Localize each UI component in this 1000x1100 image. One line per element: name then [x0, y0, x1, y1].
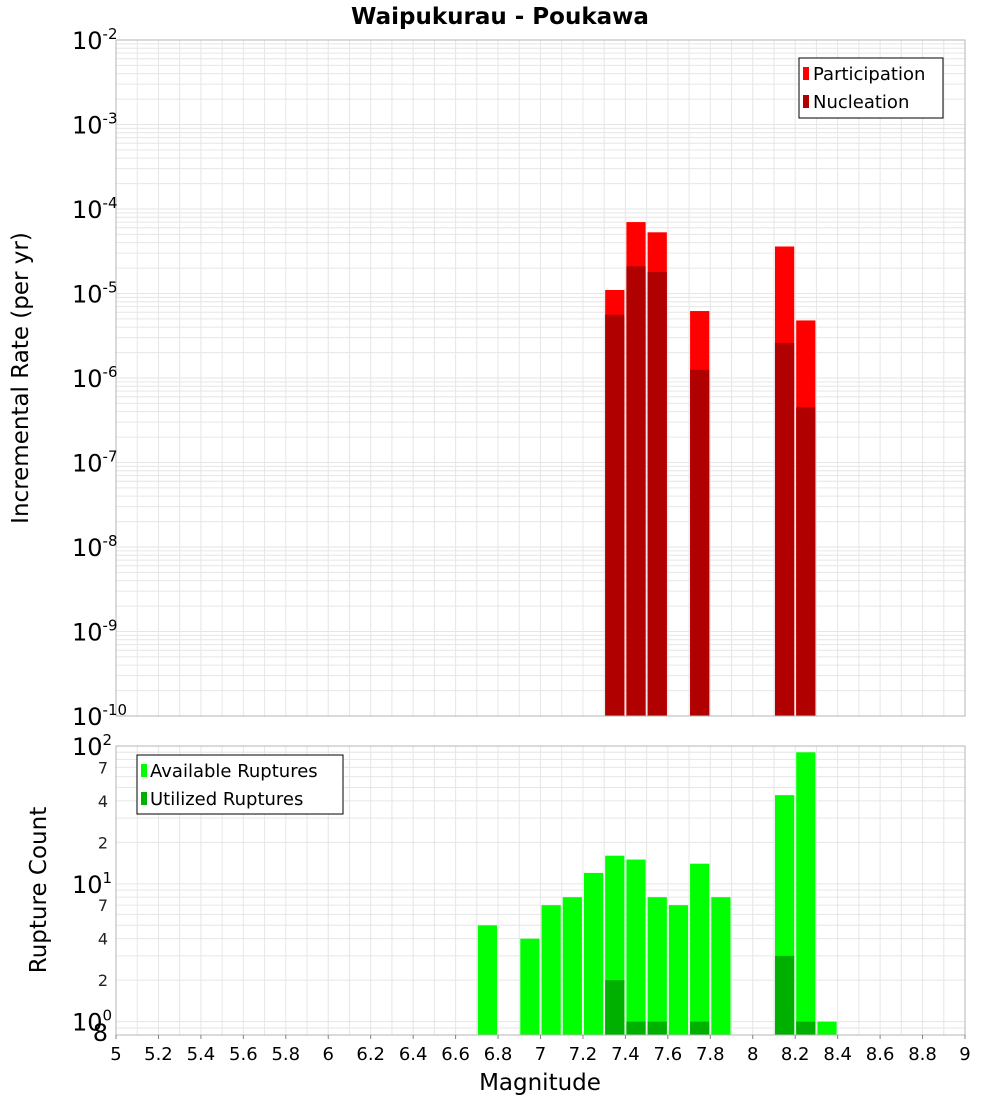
count-y-minor-label: 4	[98, 792, 108, 811]
magnitude-tick-label: 8.6	[866, 1044, 895, 1065]
available-ruptures-bar	[583, 872, 604, 1035]
utilized-ruptures-bar	[690, 1021, 710, 1035]
rate-y-tick-label: 10-2	[72, 25, 118, 55]
legend-participation-swatch	[803, 67, 809, 80]
rate-y-tick-label: 10-10	[72, 701, 127, 731]
utilized-ruptures-bar	[626, 1021, 646, 1035]
available-ruptures-bar	[668, 905, 689, 1035]
magnitude-tick-label: 7	[535, 1044, 546, 1065]
magnitude-tick-label: 5.4	[187, 1044, 216, 1065]
available-ruptures-bar	[796, 752, 816, 1035]
magnitude-tick-label: 8	[747, 1044, 758, 1065]
magnitude-tick-label: 6.8	[484, 1044, 513, 1065]
count-panel: 100 101 102 8 2 4 7 2 4 7 5 5.2 5.4 5.6 5.8 6 6.2 6.4 6.6…	[26, 731, 971, 1096]
legend-available-swatch	[141, 764, 147, 777]
nucleation-bar	[626, 266, 646, 716]
available-ruptures-bar	[647, 897, 667, 1035]
count-bars	[477, 752, 837, 1035]
available-ruptures-bar	[711, 897, 731, 1035]
available-ruptures-bar	[626, 859, 646, 1035]
rate-y-tick-label: 10-8	[72, 532, 118, 562]
rate-y-tick-label: 10-7	[72, 448, 118, 478]
utilized-ruptures-bar	[647, 1021, 667, 1035]
magnitude-tick-label: 5.2	[144, 1044, 173, 1065]
utilized-ruptures-bar	[796, 1021, 816, 1035]
utilized-ruptures-bar	[774, 955, 795, 1035]
rate-y-axis-label: Incremental Rate (per yr)	[8, 232, 34, 524]
rate-plot-frame	[115, 39, 966, 717]
count-y-minor-label: 7	[98, 896, 108, 915]
count-legend-box	[136, 754, 344, 815]
available-ruptures-bar	[477, 925, 498, 1035]
legend-nucleation-swatch	[803, 95, 809, 108]
rate-y-tick-label: 10-5	[72, 279, 118, 309]
chart-title: Waipukurau - Poukawa	[351, 4, 649, 30]
rate-bars	[605, 222, 816, 716]
magnitude-tick-label: 8.2	[781, 1044, 810, 1065]
rate-y-tick-labels: 10-10 10-9 10-8 10-7 10-6 10-5 10-4 10-3 10-2	[72, 25, 127, 731]
legend-utilized-swatch	[141, 792, 147, 805]
count-y-minor-label: 7	[98, 758, 108, 777]
count-y-minor-label: 2	[98, 833, 108, 852]
nucleation-bar	[796, 407, 816, 716]
x-axis-label: Magnitude	[479, 1070, 601, 1096]
rate-legend-box	[798, 57, 944, 119]
legend-utilized-label: Utilized Ruptures	[150, 789, 303, 810]
nucleation-bar	[605, 314, 625, 716]
legend-nucleation-label: Nucleation	[813, 92, 909, 113]
magnitude-tick-labels: 5 5.2 5.4 5.6 5.8 6 6.2 6.4 6.6 6.8 7 7.2 7.4 7.6 7.8 8…	[110, 1035, 971, 1065]
magnitude-tick-label: 7.4	[611, 1044, 640, 1065]
rate-y-tick-label: 10-9	[72, 617, 118, 647]
nucleation-bar	[690, 369, 710, 716]
count-y-minor-label: 4	[98, 930, 108, 949]
magnitude-tick-label: 6.6	[441, 1044, 470, 1065]
count-y-tick-label: 100	[72, 1007, 112, 1037]
magnitude-tick-label: 6	[323, 1044, 334, 1065]
count-y-minor-label: 8	[93, 1019, 108, 1047]
magnitude-tick-label: 5.6	[229, 1044, 258, 1065]
magnitude-tick-label: 7.8	[696, 1044, 725, 1065]
nucleation-bar	[774, 342, 795, 716]
magnitude-tick-label: 7.2	[569, 1044, 598, 1065]
legend-participation-label: Participation	[813, 64, 925, 85]
rate-gridlines	[115, 40, 966, 717]
available-ruptures-bar	[562, 897, 582, 1035]
magnitude-tick-label: 8.4	[823, 1044, 852, 1065]
magnitude-tick-label: 8.8	[908, 1044, 937, 1065]
magnitude-tick-label: 6.4	[399, 1044, 428, 1065]
rate-y-tick-label: 10-6	[72, 363, 118, 393]
rate-panel: 10-10 10-9 10-8 10-7 10-6 10-5 10-4 10-3 10-2 In…	[8, 25, 966, 731]
magnitude-tick-label: 5.8	[271, 1044, 300, 1065]
count-y-axis-label: Rupture Count	[26, 807, 52, 973]
count-y-tick-label: 101	[72, 869, 112, 899]
count-legend: Available Ruptures Utilized Ruptures	[136, 754, 344, 815]
nucleation-bar	[647, 271, 667, 716]
magnitude-tick-label: 7.6	[654, 1044, 683, 1065]
count-y-minor-label: 2	[98, 971, 108, 990]
rate-y-tick-label: 10-3	[72, 110, 118, 140]
magnitude-tick-label: 5	[110, 1044, 121, 1065]
available-ruptures-bar	[541, 905, 561, 1035]
rate-legend: Participation Nucleation	[798, 57, 944, 119]
available-ruptures-bar	[690, 863, 710, 1035]
count-y-tick-label: 102	[72, 731, 112, 761]
available-ruptures-bar	[817, 1021, 837, 1035]
magnitude-tick-label: 6.2	[356, 1044, 385, 1065]
available-ruptures-bar	[520, 938, 540, 1035]
count-y-tick-labels: 100 101 102 8 2 4 7 2 4 7	[72, 731, 112, 1047]
rate-y-tick-label: 10-4	[72, 194, 118, 224]
magnitude-tick-label: 9	[959, 1044, 970, 1065]
legend-available-label: Available Ruptures	[150, 761, 318, 782]
utilized-ruptures-bar	[605, 980, 625, 1035]
